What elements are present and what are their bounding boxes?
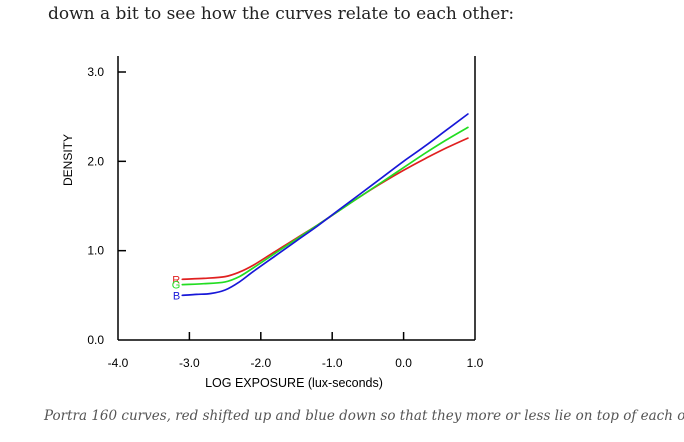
series-r-label: R xyxy=(172,274,180,286)
figure-caption: Portra 160 curves, red shifted up and bl… xyxy=(44,408,684,424)
x-tick-label: 0.0 xyxy=(395,356,412,370)
y-tick-label: 0.0 xyxy=(87,333,104,347)
x-tick-label: -2.0 xyxy=(250,356,271,370)
x-tick-label: -1.0 xyxy=(322,356,343,370)
series-b-line xyxy=(181,113,469,297)
x-tick-label: -4.0 xyxy=(108,356,129,370)
series-g-line xyxy=(181,126,469,286)
series-g-label: G xyxy=(172,280,181,292)
x-axis-label: LOG EXPOSURE (lux-seconds) xyxy=(205,376,383,390)
chart-curves xyxy=(181,113,469,297)
y-tick-label: 1.0 xyxy=(87,244,104,258)
chart-ticks: 0.0 1.0 2.0 3.0 -4.0 -3.0 -2.0 -1.0 0.0 1.0 xyxy=(87,65,483,370)
series-b-label: B xyxy=(173,290,180,302)
series-r-line xyxy=(181,137,469,281)
x-tick-label: 1.0 xyxy=(467,356,484,370)
y-tick-label: 3.0 xyxy=(87,65,104,79)
y-tick-label: 2.0 xyxy=(87,154,104,168)
chart-axes xyxy=(117,56,476,341)
chart-legend: RGB xyxy=(172,274,181,302)
x-tick-label: -3.0 xyxy=(179,356,200,370)
y-axis-label: DENSITY xyxy=(61,134,75,186)
intro-text: down a bit to see how the curves relate … xyxy=(48,4,515,24)
